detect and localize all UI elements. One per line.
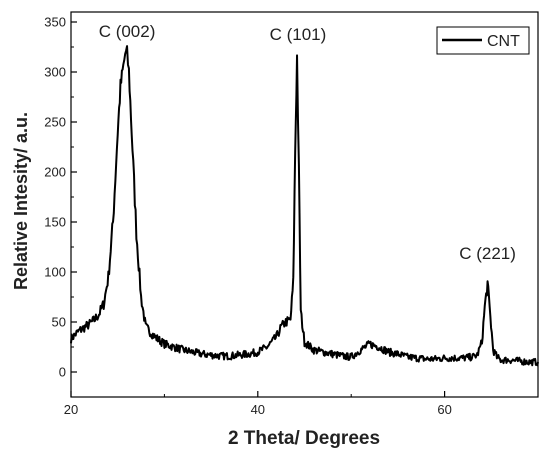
y-tick-label: 100	[44, 265, 66, 280]
x-axis-title: 2 Theta/ Degrees	[228, 428, 380, 449]
plot-frame	[70, 11, 539, 398]
y-tick-label: 50	[52, 315, 66, 330]
series-line-cnt	[70, 45, 539, 367]
y-tick-label: 150	[44, 215, 66, 230]
x-tick-label: 40	[251, 402, 265, 417]
peak-annotation: C (221)	[459, 244, 516, 263]
y-tick-label: 250	[44, 115, 66, 130]
legend: CNT	[436, 26, 530, 55]
y-tick-label: 300	[44, 65, 66, 80]
x-tick-label: 20	[64, 402, 78, 417]
y-axis-title: Relative Intesity/ a.u.	[11, 112, 31, 290]
y-tick-label: 350	[44, 15, 66, 30]
y-tick-label: 200	[44, 165, 66, 180]
peak-annotation: C (002)	[99, 22, 156, 41]
legend-label-cnt: CNT	[487, 33, 520, 50]
x-tick-label: 60	[437, 402, 451, 417]
y-tick-label: 0	[59, 365, 66, 380]
peak-annotation: C (101)	[270, 25, 327, 44]
